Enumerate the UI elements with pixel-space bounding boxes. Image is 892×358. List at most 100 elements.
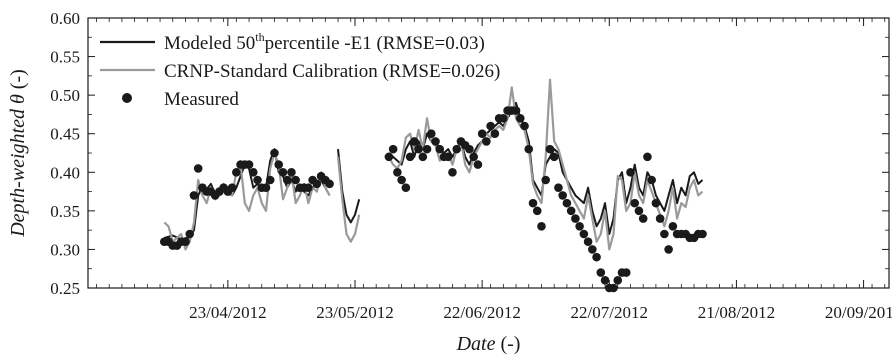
- y-tick-label: 0.35: [50, 202, 80, 221]
- series-modeled: [164, 101, 704, 241]
- measured-point: [414, 144, 423, 154]
- legend: Modeled 50thpercentile -E1 (RMSE=0.03) CR…: [100, 30, 500, 110]
- measured-point: [520, 121, 529, 131]
- measured-point: [477, 129, 487, 139]
- measured-point: [185, 229, 195, 239]
- y-tick-label: 0.50: [50, 86, 80, 105]
- crnp-line: [336, 156, 361, 243]
- measured-point: [511, 106, 521, 115]
- legend-entry-label: Measured: [164, 89, 239, 110]
- measured-point: [655, 214, 665, 223]
- measured-point: [270, 148, 279, 158]
- measured-point: [397, 175, 406, 185]
- measured-point: [490, 129, 500, 139]
- measured-point: [621, 268, 631, 277]
- y-tick-label: 0.25: [50, 279, 80, 298]
- measured-point: [274, 160, 284, 169]
- legend-swatch-marker: [122, 93, 132, 103]
- measured-point: [253, 175, 262, 185]
- measured-point: [575, 221, 584, 231]
- measured-point: [384, 152, 394, 162]
- measured-point: [388, 144, 398, 154]
- measured-point: [660, 229, 669, 239]
- measured-point: [304, 183, 313, 193]
- measured-point: [282, 175, 292, 185]
- measured-point: [596, 268, 606, 277]
- measured-point: [443, 152, 453, 162]
- measured-point: [181, 237, 190, 247]
- measured-point: [193, 164, 203, 173]
- measured-point: [499, 113, 508, 123]
- measured-point: [630, 198, 640, 208]
- measured-point: [426, 129, 436, 139]
- measured-point: [405, 152, 415, 162]
- measured-point: [566, 206, 576, 216]
- measured-point: [626, 167, 635, 177]
- measured-point: [189, 191, 199, 200]
- y-tick-label: 0.60: [50, 9, 80, 28]
- measured-point: [698, 229, 707, 239]
- measured-point: [664, 245, 673, 254]
- measured-point: [393, 167, 402, 177]
- crnp-line: [387, 78, 704, 251]
- plot-area: [87, 17, 890, 289]
- measured-point: [554, 183, 563, 193]
- y-tick-label: 0.40: [50, 163, 80, 182]
- measured-point: [545, 144, 555, 154]
- measured-point: [515, 113, 525, 123]
- measured-point: [418, 152, 428, 162]
- measured-point: [287, 167, 296, 177]
- measured-point: [638, 214, 648, 223]
- measured-point: [410, 137, 419, 146]
- measured-point: [422, 144, 432, 154]
- x-tick-label: 22/06/2012: [443, 303, 520, 322]
- measured-point: [524, 144, 534, 154]
- measured-point: [537, 221, 546, 231]
- measured-point: [232, 167, 241, 177]
- x-axis-title: Date (-): [456, 333, 521, 355]
- x-axis: 23/04/2012 23/05/2012 22/06/2012 22/07/2012…: [96, 18, 892, 322]
- measured-point: [541, 175, 551, 185]
- plot-frame: [87, 17, 890, 289]
- measured-point: [244, 160, 254, 169]
- measured-point: [265, 175, 275, 185]
- measured-point: [668, 221, 678, 231]
- measured-point: [278, 167, 288, 177]
- y-axis-title: Depth-weighted θ (-): [7, 69, 29, 238]
- x-tick-label: 20/09/2012: [825, 303, 892, 322]
- y-axis: 0.25 0.30 0.35 0.40 0.45 0.50 0.55 0.60: [50, 9, 889, 298]
- measured-point: [643, 152, 652, 162]
- measured-point: [452, 144, 462, 154]
- measured-point: [465, 144, 474, 154]
- y-tick-label: 0.45: [50, 125, 80, 144]
- measured-point: [609, 283, 618, 293]
- measured-point: [227, 183, 237, 193]
- measured-point: [600, 275, 610, 285]
- x-tick-label: 22/07/2012: [571, 303, 648, 322]
- measured-point: [431, 137, 440, 146]
- measured-point: [435, 144, 445, 154]
- measured-point: [588, 245, 597, 254]
- measured-point: [486, 121, 495, 131]
- measured-point: [261, 183, 271, 193]
- measured-point: [558, 191, 567, 200]
- measured-point: [532, 206, 542, 216]
- legend-entry-label: CRNP-Standard Calibration (RMSE=0.026): [164, 61, 500, 82]
- legend-entry-label: Modeled 50thpercentile -E1 (RMSE=0.03): [164, 30, 485, 54]
- measured-point: [325, 179, 334, 189]
- x-tick-label: 23/05/2012: [316, 303, 393, 322]
- x-tick-label: 23/04/2012: [189, 303, 266, 322]
- measured-point: [549, 152, 559, 162]
- measured-point: [583, 237, 593, 247]
- measured-point: [248, 167, 258, 177]
- measured-point: [291, 175, 300, 185]
- measured-point: [528, 198, 538, 208]
- y-tick-label: 0.55: [50, 48, 80, 67]
- measured-point: [401, 183, 411, 193]
- y-tick-label: 0.30: [50, 240, 80, 259]
- measured-point: [571, 214, 580, 223]
- measured-point: [312, 179, 322, 189]
- measured-point: [482, 137, 491, 146]
- x-tick-label: 21/08/2012: [698, 303, 775, 322]
